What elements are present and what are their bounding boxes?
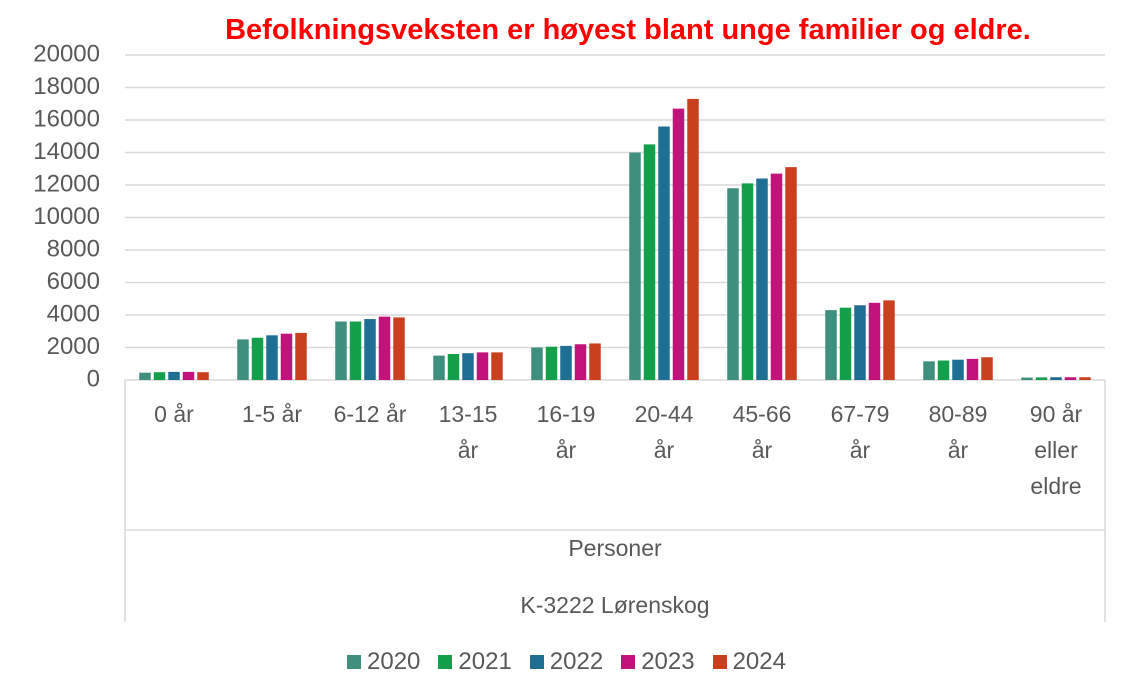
bar <box>839 307 852 380</box>
bar <box>643 144 656 380</box>
y-tick-label: 8000 <box>47 235 100 262</box>
bar <box>937 360 950 380</box>
bar <box>393 317 405 380</box>
bar <box>433 355 445 380</box>
bar <box>153 372 166 380</box>
bar <box>883 300 895 380</box>
bar <box>1050 377 1062 380</box>
legend-item: 2022 <box>529 648 604 676</box>
bar <box>1064 377 1077 380</box>
bar <box>574 344 587 380</box>
x-tick-label: 20-44 år <box>634 401 694 463</box>
x-tick-label: 90 år eller eldre <box>1029 401 1083 499</box>
x-tick-label: 80-89 år <box>928 401 988 463</box>
legend-swatch <box>347 655 362 669</box>
bar <box>476 352 489 380</box>
bar <box>545 346 558 380</box>
bar <box>1035 377 1048 380</box>
bar <box>364 319 376 380</box>
legend-item: 2023 <box>621 648 695 676</box>
legend-label: 2022 <box>549 648 604 675</box>
x-tick-label: 1-5 år <box>241 401 303 427</box>
bar <box>952 359 964 380</box>
bar <box>966 358 979 380</box>
bar <box>727 188 739 380</box>
x-axis-label: Personer <box>568 535 662 561</box>
bar <box>531 347 543 380</box>
bar <box>756 178 768 380</box>
bar <box>280 333 293 380</box>
y-tick-label: 14000 <box>33 138 100 165</box>
legend-swatch <box>621 655 636 669</box>
bar <box>378 316 391 380</box>
bar <box>589 343 601 380</box>
bar <box>237 339 249 380</box>
bar <box>197 372 209 380</box>
x-tick-label: 67-79 år <box>830 401 890 463</box>
legend: 2020 2021 2022 2023 2024 <box>0 648 1133 676</box>
x-tick-label: 6-12 år <box>333 401 407 427</box>
group-label: K-3222 Lørenskog <box>520 592 710 618</box>
legend-swatch <box>529 655 544 669</box>
bar <box>981 357 993 380</box>
bar <box>139 372 151 380</box>
y-tick-label: 18000 <box>33 73 100 100</box>
bar <box>182 371 195 380</box>
legend-label: 2021 <box>458 648 512 675</box>
bar <box>462 353 474 380</box>
x-tick-label: 13-15 år <box>438 401 498 463</box>
bar <box>168 371 180 380</box>
bar <box>335 321 347 380</box>
legend-swatch <box>438 655 453 669</box>
legend-swatch <box>712 655 727 669</box>
y-tick-label: 16000 <box>33 105 100 132</box>
legend-item: 2020 <box>347 648 420 676</box>
chart-title: Befolkningsveksten er høyest blant unge … <box>225 14 1031 46</box>
legend-label: 2020 <box>367 648 421 675</box>
bar <box>923 361 935 380</box>
bar <box>854 305 866 380</box>
y-tick-label: 0 <box>87 365 100 392</box>
x-tick-label: 16-19 år <box>536 401 596 463</box>
legend-label: 2024 <box>732 648 786 675</box>
bar <box>447 354 460 380</box>
bar <box>785 167 797 380</box>
y-tick-label: 6000 <box>47 268 100 295</box>
legend-item: 2024 <box>712 648 786 676</box>
bar <box>1079 377 1091 380</box>
bar <box>560 345 572 380</box>
legend-label: 2023 <box>641 648 695 675</box>
bar <box>658 126 670 380</box>
bar <box>825 310 837 380</box>
bar <box>491 352 503 380</box>
y-tick-label: 10000 <box>33 203 100 230</box>
y-tick-label: 4000 <box>47 300 100 327</box>
y-tick-label: 12000 <box>33 170 100 197</box>
bar <box>251 337 264 380</box>
y-tick-label: 2000 <box>47 333 100 360</box>
x-tick-label: 0 år <box>154 401 194 427</box>
bar <box>266 335 278 380</box>
y-tick-label: 20000 <box>33 40 100 67</box>
bar <box>1021 377 1033 380</box>
bar <box>672 108 685 380</box>
bar <box>770 173 783 380</box>
bar <box>868 302 881 380</box>
bar <box>349 321 362 380</box>
bar <box>741 183 754 380</box>
bar <box>295 332 307 380</box>
legend-item: 2021 <box>438 648 512 676</box>
bar <box>629 152 641 380</box>
bar <box>687 98 699 380</box>
x-tick-label: 45-66 år <box>732 401 792 463</box>
